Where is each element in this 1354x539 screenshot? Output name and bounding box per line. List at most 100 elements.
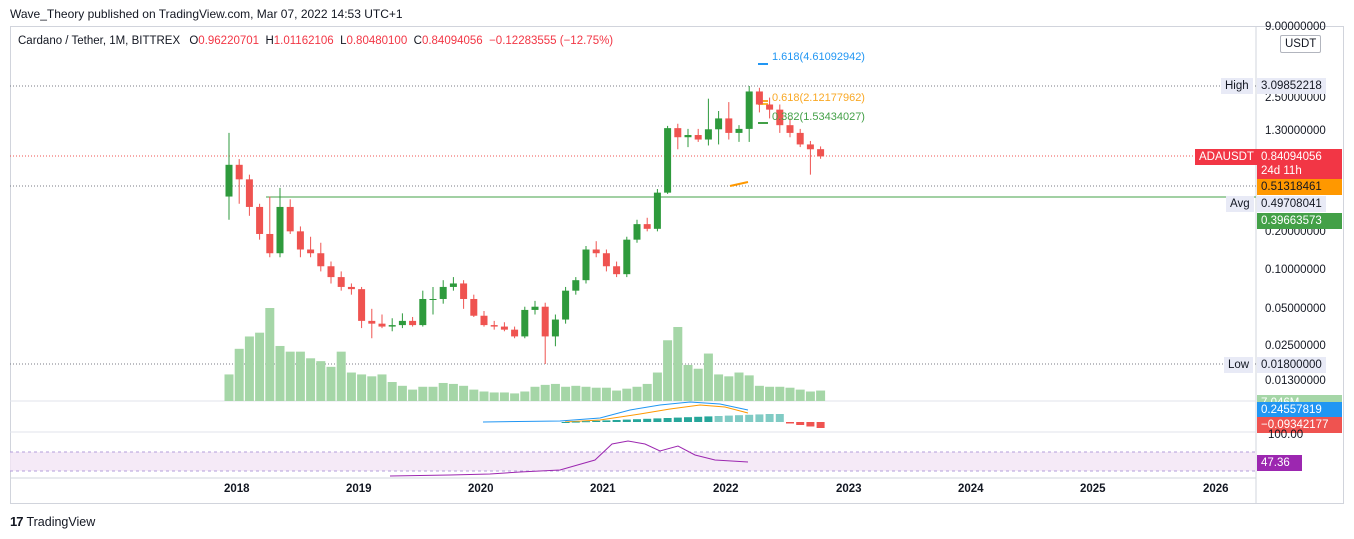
low-value: 0.80480100 xyxy=(346,35,408,47)
last-price-tag: 0.84094056 24d 11h xyxy=(1257,149,1342,179)
brand-name: TradingView xyxy=(26,514,96,529)
candle-body xyxy=(398,320,406,326)
volume-bar xyxy=(581,386,591,401)
volume-bar xyxy=(540,384,550,401)
price-tick: 0.05000000 xyxy=(1265,303,1326,315)
volume-bar xyxy=(520,391,530,401)
candle-body xyxy=(511,329,519,337)
candle-body xyxy=(786,125,794,133)
candle-body xyxy=(735,128,743,133)
rsi-tag: 47.36 xyxy=(1257,455,1302,471)
volume-bar xyxy=(377,374,387,401)
candle-body xyxy=(704,129,712,140)
macd-hist-bar xyxy=(735,415,743,422)
candle-body xyxy=(439,286,447,299)
candle-body xyxy=(755,91,763,105)
high-value: 1.01162106 xyxy=(273,35,334,47)
macd-hist-bar xyxy=(786,422,794,424)
candle-body xyxy=(388,325,396,327)
price-tick: 0.01300000 xyxy=(1265,375,1326,387)
candle-body xyxy=(664,128,672,193)
candle-body xyxy=(225,164,233,197)
candle-body xyxy=(582,249,590,281)
macd-hist-bar xyxy=(663,418,672,422)
tradingview-logo-icon: 17 xyxy=(10,514,24,529)
volume-bar xyxy=(622,388,632,401)
candle-body xyxy=(541,306,549,337)
candle-body xyxy=(378,323,386,327)
volume-bar xyxy=(469,389,479,401)
macd-hist-bar xyxy=(673,417,682,422)
candle-body xyxy=(694,135,702,140)
orange-trend-segment xyxy=(729,181,749,187)
fib-0618-label: 0.618(2.12177962) xyxy=(772,92,865,104)
volume-bar xyxy=(357,374,367,401)
volume-bar xyxy=(571,385,581,401)
macd-hist-bar xyxy=(806,422,815,427)
macd-hist-bar xyxy=(633,419,641,422)
candle-body xyxy=(276,206,284,254)
symbol-tag: ADAUSDT xyxy=(1195,149,1258,165)
macd-hist-bar xyxy=(775,414,784,422)
volume-bar xyxy=(346,372,356,401)
candle-body xyxy=(368,320,376,324)
volume-bar xyxy=(714,374,724,401)
volume-bar xyxy=(703,353,713,401)
volume-bar xyxy=(367,376,377,401)
volume-bar xyxy=(510,393,520,401)
price-tick: 0.10000000 xyxy=(1265,264,1326,276)
candle-body xyxy=(653,192,661,229)
candle-body xyxy=(745,91,753,129)
volume-bar xyxy=(295,351,305,401)
volume-bar xyxy=(387,382,397,401)
volume-bar xyxy=(428,386,438,401)
volume-bar xyxy=(336,351,346,401)
time-tick: 2021 xyxy=(590,483,616,495)
currency-badge[interactable]: USDT xyxy=(1280,35,1322,53)
candle-body xyxy=(715,118,723,130)
candle-body xyxy=(460,283,468,299)
volume-bar xyxy=(652,372,662,401)
close-label: C xyxy=(413,35,422,47)
volume-bar xyxy=(724,376,734,401)
volume-bar xyxy=(744,375,754,401)
candle-body xyxy=(490,325,498,327)
candle-body xyxy=(674,128,682,138)
volume-bar xyxy=(265,308,275,401)
volume-bar xyxy=(489,392,499,401)
candle-body xyxy=(633,224,641,240)
volume-bar xyxy=(530,386,540,401)
volume-bar xyxy=(673,326,683,401)
symbol-title[interactable]: Cardano / Tether, 1M, BITTREX xyxy=(18,35,181,47)
candle-body xyxy=(592,249,600,254)
volume-bar xyxy=(734,372,744,401)
orange-price-tag: 0.51318461 xyxy=(1257,179,1342,195)
volume-bar xyxy=(775,386,785,401)
candle-body xyxy=(419,298,427,326)
candle-body xyxy=(776,109,784,126)
macd-histogram xyxy=(561,414,825,428)
candle-body xyxy=(307,249,315,254)
candle-body xyxy=(256,206,264,234)
candle-body xyxy=(235,164,243,180)
candle-body xyxy=(480,315,488,326)
footer-brand[interactable]: 17 TradingView xyxy=(10,514,95,529)
avg-tag-label: Avg xyxy=(1226,196,1254,212)
volume-bar xyxy=(765,386,775,401)
open-value: 0.96220701 xyxy=(198,35,260,47)
macd-hist-bar xyxy=(561,422,570,423)
volume-bar xyxy=(448,383,458,401)
candle-body xyxy=(623,239,631,275)
chart-frame[interactable] xyxy=(10,26,1344,504)
macd-hist-tag: −0.09342177 xyxy=(1257,417,1342,433)
candle-body xyxy=(358,289,366,321)
countdown-value: 24d 11h xyxy=(1261,165,1302,177)
time-tick: 2022 xyxy=(713,483,739,495)
last-price-value: 0.84094056 xyxy=(1261,151,1322,163)
macd-pane xyxy=(482,401,749,423)
ohlc-legend: Cardano / Tether, 1M, BITTREX O0.9622070… xyxy=(18,35,613,47)
candle-body xyxy=(317,253,325,267)
candle-body xyxy=(796,132,804,145)
time-tick: 2026 xyxy=(1203,483,1229,495)
